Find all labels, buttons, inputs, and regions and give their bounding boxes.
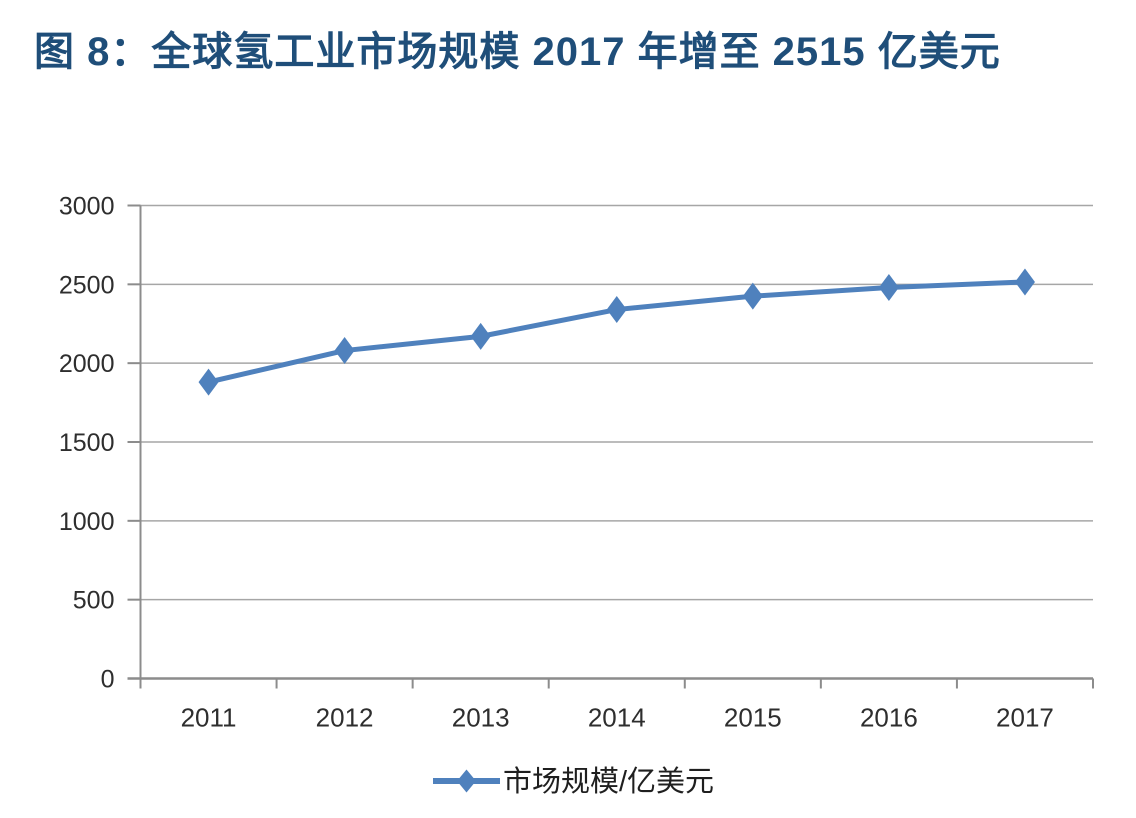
figure-title: 图 8：全球氢工业市场规模 2017 年增至 2515 亿美元 [34,30,1001,74]
data-point-marker-2014 [606,296,627,324]
legend-marker-icon [457,769,476,793]
x-axis-label-2014: 2014 [588,703,646,733]
data-point-marker-2016 [878,273,899,301]
y-axis-label-500: 500 [73,587,115,615]
data-point-marker-2011 [198,368,219,396]
data-point-marker-2015 [742,282,763,310]
legend-label: 市场规模/亿美元 [503,765,714,798]
y-axis-label-2000: 2000 [59,350,115,378]
y-axis-label-0: 0 [101,666,115,694]
x-axis-label-2015: 2015 [724,703,782,733]
y-axis-label-2500: 2500 [59,271,115,299]
x-axis-label-2013: 2013 [452,703,510,733]
data-point-marker-2017 [1014,268,1035,296]
y-axis-label-1000: 1000 [59,508,115,536]
data-point-marker-2012 [334,337,355,365]
x-axis-label-2017: 2017 [996,703,1054,733]
data-point-marker-2013 [470,322,491,350]
y-axis-label-3000: 3000 [59,193,115,221]
x-axis-label-2012: 2012 [316,703,374,733]
x-axis-label-2016: 2016 [860,703,918,733]
x-axis-label-2011: 2011 [181,703,237,733]
y-axis-label-1500: 1500 [59,429,115,457]
